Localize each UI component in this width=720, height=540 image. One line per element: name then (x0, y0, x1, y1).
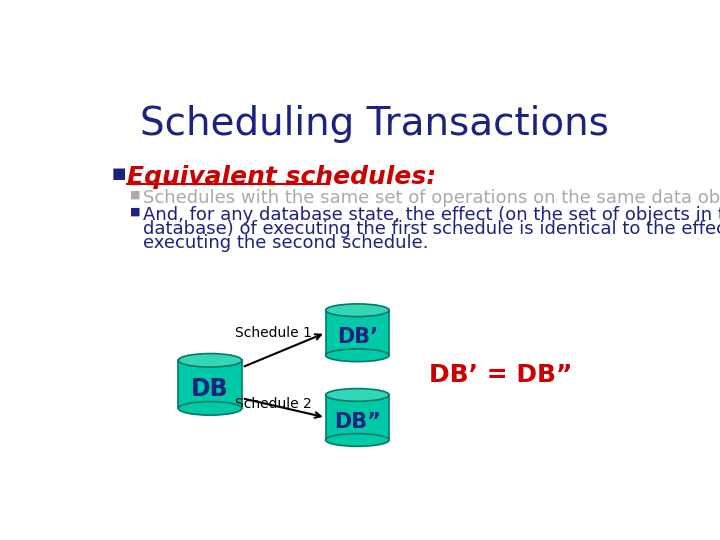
Text: DB’: DB’ (337, 327, 378, 347)
Text: executing the second schedule.: executing the second schedule. (143, 234, 428, 252)
Text: Equivalent schedules:: Equivalent schedules: (127, 165, 436, 189)
Ellipse shape (325, 349, 389, 362)
Text: ■: ■ (112, 166, 126, 181)
Text: DB: DB (192, 377, 229, 401)
Text: Scheduling Transactions: Scheduling Transactions (140, 105, 609, 143)
Ellipse shape (179, 354, 242, 367)
Text: Schedule 2: Schedule 2 (235, 397, 312, 411)
Text: ■: ■ (130, 190, 141, 200)
Text: And, for any database state, the effect (on the set of objects in the: And, for any database state, the effect … (143, 206, 720, 225)
Ellipse shape (325, 434, 389, 447)
Bar (325, 310, 389, 355)
Ellipse shape (325, 304, 389, 316)
Text: ■: ■ (130, 206, 141, 217)
Text: Schedules with the same set of operations on the same data objects: Schedules with the same set of operation… (143, 189, 720, 207)
Text: database) of executing the first schedule is identical to the effect of: database) of executing the first schedul… (143, 220, 720, 238)
Ellipse shape (179, 402, 242, 415)
Bar (325, 395, 389, 440)
Ellipse shape (325, 389, 389, 401)
Text: DB’ = DB”: DB’ = DB” (429, 363, 572, 387)
Text: Schedule 1: Schedule 1 (235, 327, 312, 340)
Text: DB”: DB” (334, 412, 381, 432)
Bar (179, 360, 242, 408)
